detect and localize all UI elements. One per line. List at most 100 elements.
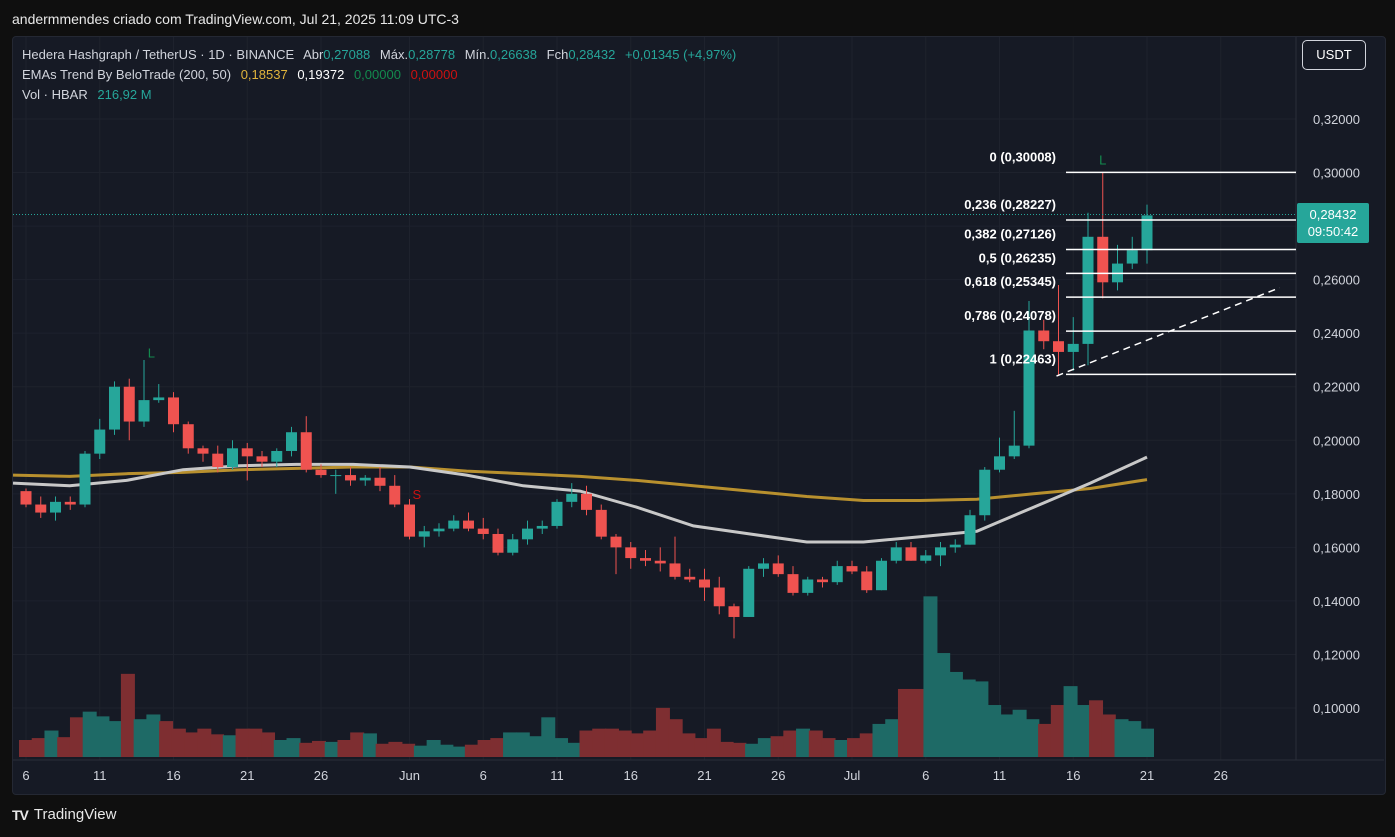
legend-ema-row: EMAs Trend By BeloTrade (200, 50) 0,1853… bbox=[22, 65, 742, 85]
candle-body[interactable] bbox=[994, 456, 1005, 470]
volume-bar bbox=[592, 728, 607, 757]
candle-body[interactable] bbox=[79, 453, 91, 505]
candle-body[interactable] bbox=[64, 501, 76, 505]
candle-body[interactable] bbox=[1141, 215, 1153, 251]
candle-body[interactable] bbox=[241, 448, 253, 457]
candle-body[interactable] bbox=[227, 448, 238, 468]
candle-body[interactable] bbox=[920, 555, 932, 561]
candle-body[interactable] bbox=[551, 501, 563, 526]
candle-body[interactable] bbox=[758, 563, 769, 569]
candle-body[interactable] bbox=[743, 568, 755, 617]
candle-body[interactable] bbox=[831, 566, 843, 583]
candle-body[interactable] bbox=[1053, 341, 1064, 352]
candle-body[interactable] bbox=[1097, 236, 1109, 283]
candle-body[interactable] bbox=[168, 397, 179, 425]
candle-body[interactable] bbox=[949, 544, 961, 548]
candle-body[interactable] bbox=[684, 576, 696, 580]
candle-body[interactable] bbox=[964, 515, 976, 545]
trend-line[interactable] bbox=[1056, 286, 1281, 377]
volume-bar bbox=[974, 681, 989, 757]
candle-body[interactable] bbox=[359, 477, 371, 481]
candle-body[interactable] bbox=[979, 469, 991, 516]
candle-body[interactable] bbox=[374, 477, 386, 486]
candle-body[interactable] bbox=[404, 504, 415, 537]
candle-body[interactable] bbox=[94, 429, 106, 454]
candle-body[interactable] bbox=[433, 528, 445, 532]
candle-body[interactable] bbox=[1023, 330, 1035, 446]
candle-body[interactable] bbox=[522, 528, 533, 540]
candle-body[interactable] bbox=[654, 560, 666, 564]
currency-button[interactable]: USDT bbox=[1302, 40, 1366, 70]
candle-body[interactable] bbox=[256, 456, 268, 462]
candle-body[interactable] bbox=[787, 574, 799, 593]
candle-body[interactable] bbox=[566, 493, 578, 502]
volume-bar bbox=[375, 743, 390, 757]
price-axis-label: 0,12000 bbox=[1313, 647, 1360, 662]
candle-body[interactable] bbox=[389, 485, 401, 505]
candle-body[interactable] bbox=[905, 547, 917, 561]
candle-body[interactable] bbox=[182, 424, 194, 449]
candle-body[interactable] bbox=[448, 520, 460, 529]
candle-body[interactable] bbox=[109, 386, 120, 430]
tradingview-footer[interactable]: TV TradingView bbox=[12, 806, 116, 823]
candle-body[interactable] bbox=[861, 571, 873, 591]
candle-body[interactable] bbox=[817, 579, 828, 583]
candle-body[interactable] bbox=[610, 536, 622, 548]
candle-body[interactable] bbox=[418, 531, 430, 537]
signal-marker: S bbox=[413, 487, 422, 502]
candle-body[interactable] bbox=[300, 432, 312, 470]
volume-bar bbox=[515, 732, 530, 757]
time-axis-label: 26 bbox=[314, 768, 328, 783]
candle-body[interactable] bbox=[595, 509, 607, 537]
volume-bar bbox=[120, 673, 135, 757]
legend-ema-title[interactable]: EMAs Trend By BeloTrade (200, 50) bbox=[22, 67, 232, 82]
volume-bar bbox=[44, 730, 59, 757]
volume-bar bbox=[1038, 723, 1053, 757]
candle-body[interactable] bbox=[728, 606, 740, 617]
candle-body[interactable] bbox=[138, 400, 150, 422]
candle-body[interactable] bbox=[50, 501, 61, 513]
candle-body[interactable] bbox=[153, 397, 165, 401]
candle-body[interactable] bbox=[20, 491, 32, 505]
candle-body[interactable] bbox=[1082, 236, 1094, 344]
legend-symbol[interactable]: Hederа Hashgraph / TetherUS · 1D · BINAN… bbox=[22, 47, 295, 62]
candle-countdown: 09:50:42 bbox=[1307, 224, 1359, 239]
candle-body[interactable] bbox=[669, 563, 681, 577]
candle-body[interactable] bbox=[935, 547, 946, 556]
candle-body[interactable] bbox=[271, 450, 283, 462]
candle-body[interactable] bbox=[1008, 445, 1020, 457]
candle-body[interactable] bbox=[699, 579, 710, 588]
candle-body[interactable] bbox=[713, 587, 725, 607]
candle-body[interactable] bbox=[212, 453, 224, 468]
candle-body[interactable] bbox=[1067, 343, 1079, 352]
price-axis-label: 0,24000 bbox=[1313, 326, 1360, 341]
candle-body[interactable] bbox=[286, 432, 297, 451]
candle-body[interactable] bbox=[640, 558, 651, 561]
legend-volume-title[interactable]: Vol · HBAR bbox=[22, 87, 88, 102]
candle-body[interactable] bbox=[492, 533, 504, 553]
candle-body[interactable] bbox=[123, 386, 135, 422]
candle-body[interactable] bbox=[1126, 250, 1138, 264]
volume-bar bbox=[503, 732, 518, 757]
candle-body[interactable] bbox=[772, 563, 784, 575]
candle-body[interactable] bbox=[463, 520, 474, 529]
time-axis-label: 21 bbox=[1140, 768, 1154, 783]
candle-body[interactable] bbox=[477, 528, 489, 534]
candle-body[interactable] bbox=[581, 493, 592, 510]
legend-high-label: Máx. bbox=[379, 47, 409, 62]
candle-body[interactable] bbox=[197, 448, 209, 454]
candle-body[interactable] bbox=[846, 566, 858, 572]
candle-body[interactable] bbox=[507, 539, 519, 553]
candle-body[interactable] bbox=[1038, 330, 1050, 342]
candle-body[interactable] bbox=[345, 475, 356, 481]
candle-body[interactable] bbox=[802, 579, 814, 593]
candle-body[interactable] bbox=[330, 475, 342, 477]
candle-body[interactable] bbox=[625, 547, 637, 559]
candle-body[interactable] bbox=[890, 547, 902, 561]
volume-bar bbox=[31, 738, 46, 757]
candle-body[interactable] bbox=[35, 504, 47, 513]
candle-body[interactable] bbox=[536, 525, 548, 529]
candle-body[interactable] bbox=[876, 560, 887, 591]
candle-body[interactable] bbox=[315, 469, 327, 476]
